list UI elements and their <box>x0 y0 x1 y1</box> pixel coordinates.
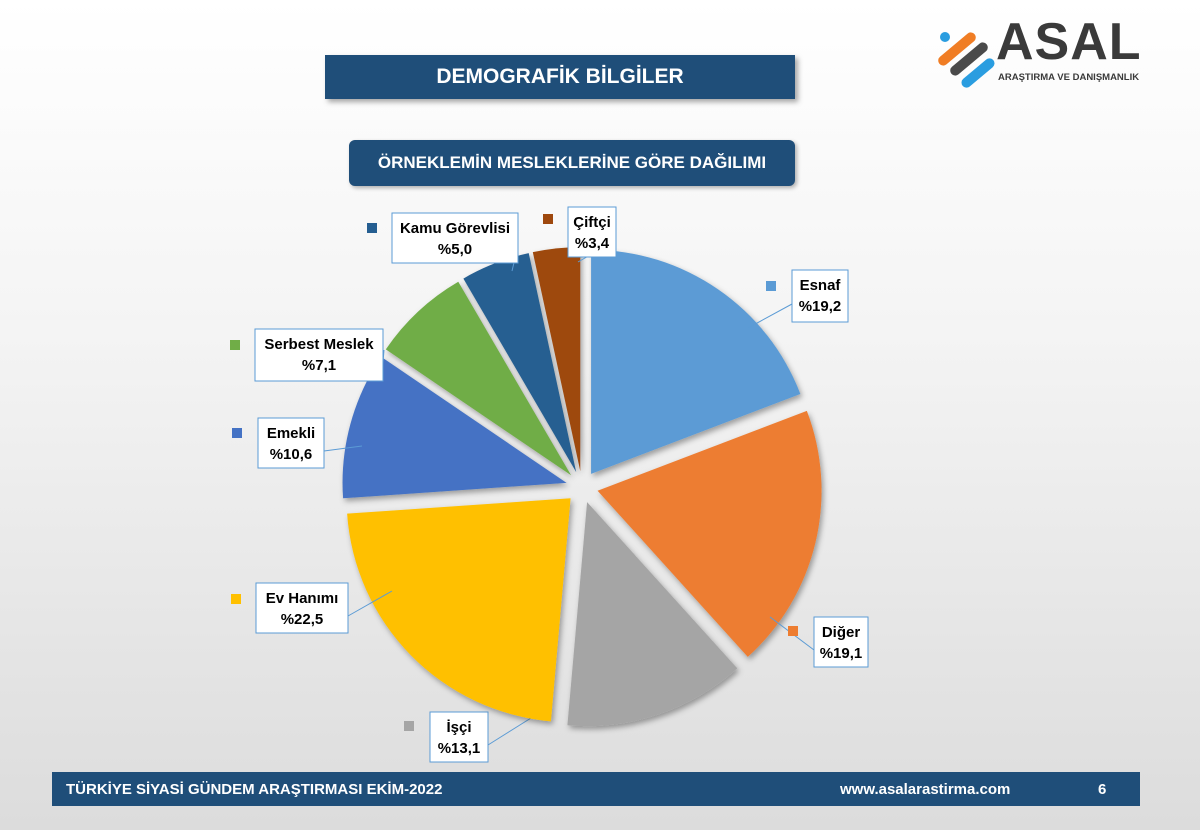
footer-bar: TÜRKİYE SİYASİ GÜNDEM ARAŞTIRMASI EKİM-2… <box>52 772 1140 806</box>
slice-value-label: %19,2 <box>799 298 842 315</box>
leader-line <box>747 303 793 329</box>
legend-swatch <box>766 281 776 291</box>
data-label-box <box>255 582 349 634</box>
pie-slice-i-şçi <box>567 502 738 727</box>
asal-logo: ASAL ARAŞTIRMA VE DANIŞMANLIK <box>930 13 1170 88</box>
legend-swatch <box>404 721 414 731</box>
data-label-box <box>813 616 869 668</box>
legend-swatch <box>230 340 240 350</box>
slice-category-label: Diğer <box>822 624 861 641</box>
legend-swatch <box>543 214 553 224</box>
chart-title: ÖRNEKLEMİN MESLEKLERİNE GÖRE DAĞILIMI <box>349 140 795 186</box>
logo-tagline: ARAŞTIRMA VE DANIŞMANLIK <box>998 72 1140 83</box>
data-label-box <box>791 269 849 323</box>
leader-line <box>347 590 393 617</box>
page-title: DEMOGRAFİK BİLGİLER <box>325 55 795 99</box>
slice-category-label: Kamu Görevlisi <box>400 220 510 237</box>
legend-swatch <box>788 626 798 636</box>
footer-website: www.asalarastirma.com <box>840 781 1011 798</box>
slice-value-label: %13,1 <box>438 740 481 757</box>
slice-value-label: %22,5 <box>281 611 324 628</box>
legend-swatch <box>367 223 377 233</box>
slice-category-label: Ev Hanımı <box>266 590 339 607</box>
asal-logo-mark-icon <box>938 32 995 88</box>
page-number: 6 <box>1098 781 1107 798</box>
pie-slice-kamu-görevlisi <box>463 253 577 473</box>
slice-value-label: %10,6 <box>270 446 313 463</box>
slice-category-label: Emekli <box>267 425 315 442</box>
slice-value-label: %3,4 <box>575 235 610 252</box>
footer-report-title: TÜRKİYE SİYASİ GÜNDEM ARAŞTIRMASI EKİM-2… <box>66 781 443 798</box>
legend-swatch <box>231 594 241 604</box>
slice-category-label: Çiftçi <box>573 214 611 231</box>
legend-swatch <box>232 428 242 438</box>
pie-slice-serbest-meslek <box>385 281 572 476</box>
data-label-box <box>429 711 489 763</box>
pie-slice-ev-hanımı <box>347 498 571 722</box>
slice-category-label: Serbest Meslek <box>264 336 374 353</box>
data-label-box <box>567 206 617 258</box>
data-label-box <box>257 417 325 469</box>
slice-value-label: %7,1 <box>302 357 336 374</box>
slice-value-label: %19,1 <box>820 645 863 662</box>
data-label-box <box>254 328 384 382</box>
slice-category-label: Esnaf <box>800 277 842 294</box>
leader-line <box>323 445 363 452</box>
pie-slice-diğer <box>597 410 822 657</box>
data-label-box <box>391 212 519 264</box>
pie-slice-esnaf <box>591 249 801 474</box>
slice-value-label: %5,0 <box>438 241 472 258</box>
logo-wordmark: ASAL <box>996 13 1142 71</box>
pie-slice-çiftçi <box>532 247 581 472</box>
slice-category-label: İşçi <box>446 719 471 736</box>
pie-slice-emekli <box>342 356 567 499</box>
